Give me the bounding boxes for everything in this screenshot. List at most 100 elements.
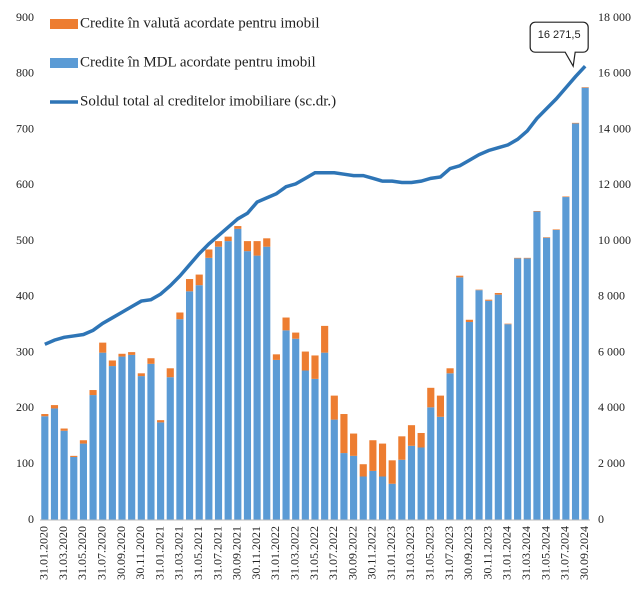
bar-segment (157, 422, 165, 520)
bar-segment (195, 285, 203, 520)
bar-segment (398, 436, 406, 460)
bar-segment (504, 324, 512, 520)
y-tick-label: 700 (16, 121, 34, 135)
bar-segment (581, 87, 589, 520)
x-tick-label: 31.05.2024 (538, 526, 552, 580)
bar-segment (427, 387, 435, 408)
bar-segment (176, 312, 184, 320)
callout (529, 21, 589, 69)
bar-segment (407, 425, 416, 446)
y2-tick-label: 0 (598, 512, 604, 526)
x-tick-label: 30.09.2022 (345, 526, 359, 580)
bar-segment (118, 353, 126, 357)
bar-segment (205, 249, 213, 258)
y-tick-label: 900 (16, 10, 34, 24)
bar-segment (282, 317, 290, 331)
bar-segment (185, 291, 194, 520)
bar-segment (292, 338, 300, 520)
x-tick-label: 31.03.2020 (56, 526, 70, 580)
x-tick-label: 31.03.2021 (172, 526, 186, 580)
bar-segment (446, 373, 454, 520)
bar-segment (552, 229, 560, 520)
bar-segment (79, 440, 87, 444)
bar-segment (456, 275, 464, 278)
x-tick-label: 31.07.2024 (558, 526, 572, 580)
x-tick-label: 31.07.2022 (326, 526, 340, 580)
bar-segment (436, 395, 445, 417)
bar-segment (340, 453, 348, 520)
bar-segment (243, 251, 252, 520)
x-tick-label: 30.09.2021 (230, 526, 244, 580)
bar-segment (359, 464, 367, 477)
bar-segment (436, 416, 445, 520)
bar-segment (214, 241, 223, 247)
bar-segment (79, 443, 87, 520)
bar-segment (378, 443, 387, 477)
bar-segment (224, 236, 232, 242)
y2-tick-label: 2 000 (598, 456, 625, 470)
y-tick-label: 800 (16, 66, 34, 80)
bar-segment (456, 277, 464, 520)
bar-segment (543, 237, 551, 238)
bar-segment (60, 430, 68, 520)
x-tick-label: 31.03.2022 (287, 526, 301, 580)
y-tick-label: 600 (16, 177, 34, 191)
y2-tick-label: 8 000 (598, 289, 625, 303)
bar-segment (552, 229, 560, 230)
y2-tick-label: 10 000 (598, 233, 631, 247)
x-tick-label: 30.11.2021 (249, 526, 263, 580)
bar-segment (417, 447, 425, 520)
x-tick-label: 31.07.2020 (94, 526, 108, 580)
x-tick-label: 31.07.2021 (210, 526, 224, 580)
bar-segment (311, 378, 319, 520)
bar-segment (224, 241, 232, 520)
bar-segment (147, 363, 155, 520)
bar-segment (89, 390, 97, 396)
x-tick-label: 30.11.2023 (480, 526, 494, 580)
legend-swatch (50, 19, 78, 29)
bar-segment (485, 300, 493, 520)
y2-tick-label: 4 000 (598, 400, 625, 414)
x-tick-label: 31.01.2020 (37, 526, 51, 580)
bar-segment (369, 440, 377, 471)
bar-segment (523, 258, 531, 520)
bar-segment (465, 321, 473, 520)
bar-segment (176, 319, 184, 520)
bar-segment (253, 255, 261, 520)
x-tick-label: 31.01.2022 (268, 526, 282, 580)
x-tick-label: 31.01.2023 (384, 526, 398, 580)
y-tick-label: 500 (16, 233, 34, 247)
legend-label: Credite în valută acordate pentru imobil (80, 15, 320, 31)
bar-segment (562, 197, 570, 520)
y2-tick-label: 18 000 (598, 10, 631, 24)
y-tick-label: 0 (28, 512, 34, 526)
bar-segment (504, 323, 512, 325)
bar-segment (475, 289, 483, 291)
bar-segment (465, 319, 473, 322)
bar-segment (301, 370, 309, 520)
bar-segment (533, 210, 541, 212)
bar-segment (41, 414, 49, 417)
y2-tick-label: 16 000 (598, 66, 631, 80)
bar-segment (330, 395, 338, 420)
bar-segment (214, 246, 223, 520)
bar-segment (427, 407, 435, 520)
bar-segment (234, 226, 242, 229)
bar-segment (350, 433, 358, 456)
y-tick-label: 100 (16, 456, 34, 470)
bar-segment (166, 368, 174, 378)
bar-segment (369, 470, 377, 520)
bar-segment (301, 351, 309, 371)
x-tick-label: 30.09.2024 (577, 526, 591, 580)
value-label: 16 271,5 (538, 29, 581, 41)
x-tick-label: 31.05.2023 (423, 526, 437, 580)
legend-label: Soldul total al creditelor imobiliare (s… (80, 93, 336, 109)
x-tick-label: 30.09.2023 (461, 526, 475, 580)
bar-segment (263, 246, 271, 520)
bar-segment (407, 445, 416, 520)
bar-segment (311, 355, 319, 379)
bar-segment (388, 460, 396, 484)
x-tick-label: 30.11.2022 (365, 526, 379, 580)
y2-tick-label: 14 000 (598, 121, 631, 135)
